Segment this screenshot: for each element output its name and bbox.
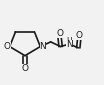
Text: O: O (76, 31, 83, 40)
Text: N: N (66, 40, 73, 49)
Text: O: O (4, 42, 11, 51)
Text: O: O (21, 64, 28, 73)
Text: H: H (66, 37, 72, 46)
Text: N: N (40, 42, 46, 51)
Text: O: O (56, 29, 63, 38)
